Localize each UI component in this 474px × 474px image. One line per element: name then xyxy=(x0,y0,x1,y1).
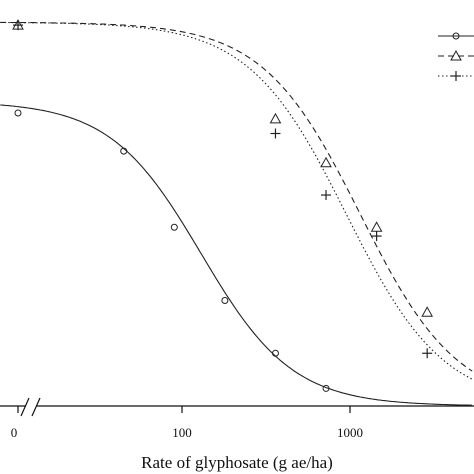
series-2-point-3 xyxy=(371,231,382,242)
series-0-point-4 xyxy=(271,349,279,357)
axis-break-mark-2 xyxy=(31,397,41,417)
series-1-point-1 xyxy=(269,112,282,124)
x-tick-label-1000: 1000 xyxy=(337,425,363,440)
series-0-point-0-shape xyxy=(14,109,22,117)
series-0-curve xyxy=(0,104,473,406)
series-1-point-2 xyxy=(320,156,332,168)
series-0-point-0 xyxy=(14,109,22,117)
axes: 0 100 1000 Rate of glyphosate (g ae/ha) xyxy=(0,397,474,472)
legend-marker-1 xyxy=(450,49,462,61)
axis-break-mark-1 xyxy=(20,397,30,417)
series-1-point-4-shape xyxy=(421,306,434,317)
data-points xyxy=(12,19,434,392)
series-1-point-2-shape xyxy=(320,156,332,168)
series-0-point-5 xyxy=(322,384,330,392)
x-tick-label-0: 0 xyxy=(11,425,18,440)
legend-marker-0-shape xyxy=(452,32,460,40)
series-1-point-3-shape xyxy=(370,221,383,232)
series-2-point-4 xyxy=(422,348,433,359)
x-tick-label-100: 100 xyxy=(172,425,192,440)
series-2-point-0 xyxy=(13,20,23,31)
series-1-point-4 xyxy=(421,306,434,317)
series-0-point-5-shape xyxy=(322,384,330,392)
legend-marker-1-shape xyxy=(450,49,462,61)
series-1-point-3 xyxy=(370,221,383,232)
legend xyxy=(438,32,474,81)
series-0-point-2 xyxy=(170,223,178,231)
series-0-point-2-shape xyxy=(170,223,178,231)
series-2-point-2 xyxy=(321,190,332,201)
series-2-point-1 xyxy=(270,128,281,139)
series-1-point-1-shape xyxy=(269,112,282,124)
series-0-point-4-shape xyxy=(271,349,279,357)
fitted-curves xyxy=(0,21,473,406)
series-2-curve xyxy=(0,21,473,380)
x-axis-title: Rate of glyphosate (g ae/ha) xyxy=(141,453,333,472)
series-1-curve xyxy=(0,21,473,372)
series-0-point-3-shape xyxy=(221,297,229,305)
legend-marker-0 xyxy=(452,32,460,40)
series-0-point-1 xyxy=(120,147,128,155)
series-0-point-3 xyxy=(221,297,229,305)
series-0-point-1-shape xyxy=(120,147,128,155)
legend-marker-2 xyxy=(451,71,461,81)
